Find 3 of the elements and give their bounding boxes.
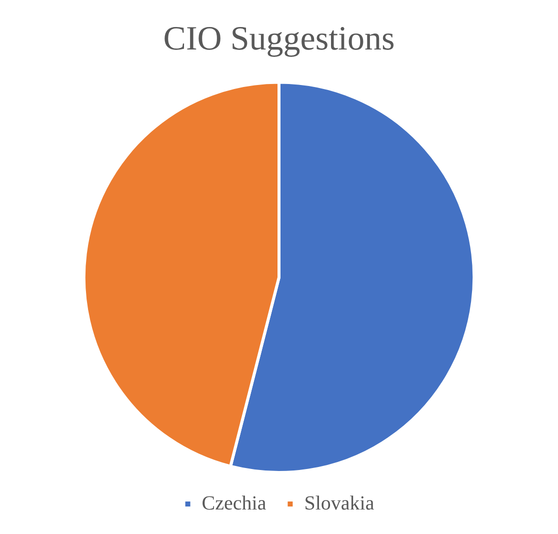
legend-label: Slovakia [304,492,374,514]
legend-label: Czechia [202,492,266,514]
chart-title: CIO Suggestions [163,20,395,58]
